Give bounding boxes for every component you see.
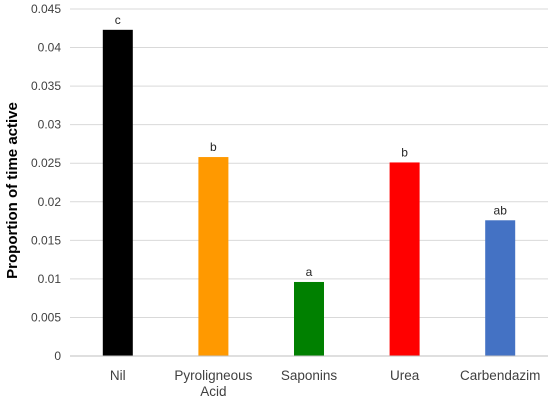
x-category-label-line: Saponins	[281, 368, 338, 383]
y-tick-label: 0.025	[31, 156, 61, 170]
data-label: ab	[494, 203, 508, 217]
y-axis-title: Proportion of time active	[4, 102, 21, 279]
x-category-label-line: Nil	[110, 368, 126, 383]
data-label: b	[210, 140, 217, 154]
data-label: a	[306, 265, 313, 279]
y-tick-label: 0.045	[31, 2, 61, 16]
data-label: c	[115, 13, 121, 27]
y-tick-label: 0.035	[31, 79, 61, 93]
bar	[485, 220, 516, 356]
x-category-label-line: Carbendazim	[460, 368, 540, 383]
y-tick-label: 0.005	[31, 310, 61, 324]
bar	[198, 157, 229, 356]
bar	[389, 162, 420, 356]
x-category-label: Urea	[390, 368, 420, 383]
y-tick-label: 0.01	[38, 272, 62, 286]
y-tick-label: 0.015	[31, 233, 61, 247]
y-tick-label: 0.04	[38, 41, 62, 55]
data-label: b	[401, 145, 408, 159]
bar	[102, 29, 133, 356]
x-category-label: Carbendazim	[460, 368, 540, 383]
x-category-label: Pyroligneous Acid	[174, 368, 252, 399]
x-category-label-line: Urea	[390, 368, 420, 383]
gridlines	[70, 8, 548, 318]
x-axis-category-labels: Nil Pyroligneous Acid Saponins Urea Carbendaz…	[110, 368, 540, 399]
bar	[294, 281, 324, 356]
x-category-label: Nil	[110, 368, 126, 383]
y-tick-label: 0.03	[38, 118, 62, 132]
bars	[102, 29, 516, 356]
x-category-label-line: Acid	[200, 384, 226, 399]
y-tick-label: 0	[54, 349, 61, 363]
y-tick-label: 0.02	[38, 195, 62, 209]
x-category-label: Saponins	[281, 368, 338, 383]
y-axis-tick-labels: 0 0.005 0.01 0.015 0.02 0.025 0.03 0.035 0.04 0.0…	[31, 2, 61, 363]
x-category-label-line: Pyroligneous	[174, 368, 252, 383]
